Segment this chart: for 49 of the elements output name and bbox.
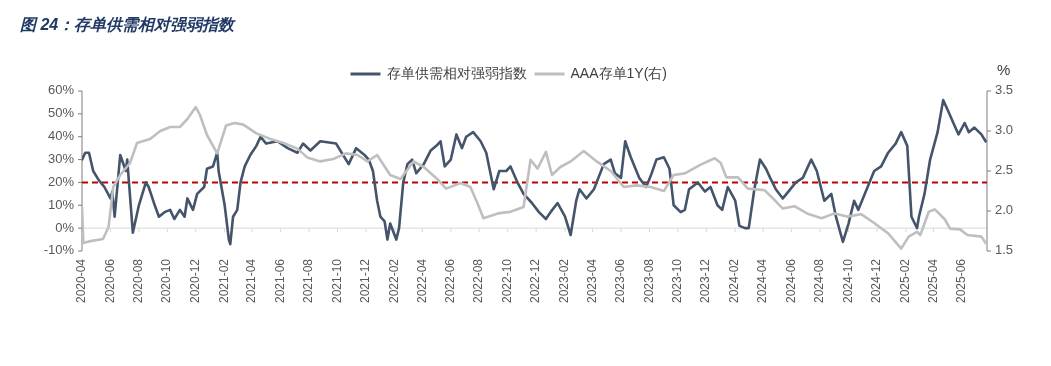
x-tick-label: 2023-10 <box>670 258 685 304</box>
x-tick-label: 2021-12 <box>358 258 373 304</box>
x-tick-label: 2023-02 <box>557 258 572 304</box>
x-tick-label: 2024-08 <box>812 258 827 304</box>
x-tick-label: 2023-04 <box>584 258 599 304</box>
y2-tick-label: 3.0 <box>995 122 1014 138</box>
x-tick-label: 2022-02 <box>387 258 402 304</box>
y2-tick-label: 2.5 <box>995 162 1014 178</box>
x-tick-label: 2020-04 <box>74 258 89 304</box>
x-tick-label: 2023-06 <box>613 258 628 304</box>
x-tick-label: 2020-12 <box>187 258 202 304</box>
y-tick-label: 0% <box>55 219 75 235</box>
x-tick-label: 2021-04 <box>244 258 259 304</box>
chart-title: 图 24：存单供需相对强弱指数 <box>20 16 237 33</box>
x-tick-label: 2020-10 <box>159 258 174 304</box>
y-tick-label: -10% <box>43 242 75 258</box>
x-tick-label: 2020-08 <box>131 258 146 304</box>
x-tick-label: 2025-02 <box>898 258 913 304</box>
x-tick-label: 2025-04 <box>925 258 940 304</box>
x-tick-label: 2021-10 <box>329 258 344 304</box>
y-tick-label: 50% <box>47 105 75 121</box>
x-tick-label: 2023-08 <box>641 258 656 304</box>
x-tick-label: 2024-12 <box>869 258 884 304</box>
x-tick-label: 2024-10 <box>840 258 855 304</box>
x-tick-label: 2024-04 <box>755 258 770 304</box>
x-tick-label: 2022-12 <box>528 258 543 304</box>
y2-tick-label: 1.5 <box>995 242 1014 258</box>
y-tick-label: 40% <box>47 128 75 144</box>
legend-label: AAA存单1Y(右) <box>570 64 667 81</box>
x-tick-label: 2022-08 <box>471 258 486 304</box>
x-tick-label: 2022-04 <box>414 258 429 304</box>
x-tick-label: 2022-06 <box>442 258 457 304</box>
x-tick-label: 2021-02 <box>216 258 231 304</box>
x-tick-label: 2024-06 <box>783 258 798 304</box>
y2-tick-label: 3.5 <box>995 82 1014 98</box>
y2-axis-title: % <box>997 61 1011 78</box>
x-tick-label: 2022-10 <box>499 258 514 304</box>
x-tick-label: 2020-06 <box>102 258 117 304</box>
legend-label: 存单供需相对强弱指数 <box>386 64 527 81</box>
y-tick-label: 30% <box>47 151 75 167</box>
x-tick-label: 2021-06 <box>272 258 287 304</box>
y-tick-label: 20% <box>47 173 75 189</box>
x-tick-label: 2024-02 <box>727 258 742 304</box>
x-tick-label: 2023-12 <box>698 258 713 304</box>
y-tick-label: 10% <box>47 196 75 212</box>
y2-tick-label: 2.0 <box>995 202 1014 218</box>
y-tick-label: 60% <box>47 82 75 98</box>
x-tick-label: 2025-06 <box>953 258 968 304</box>
x-tick-label: 2021-08 <box>301 258 316 304</box>
